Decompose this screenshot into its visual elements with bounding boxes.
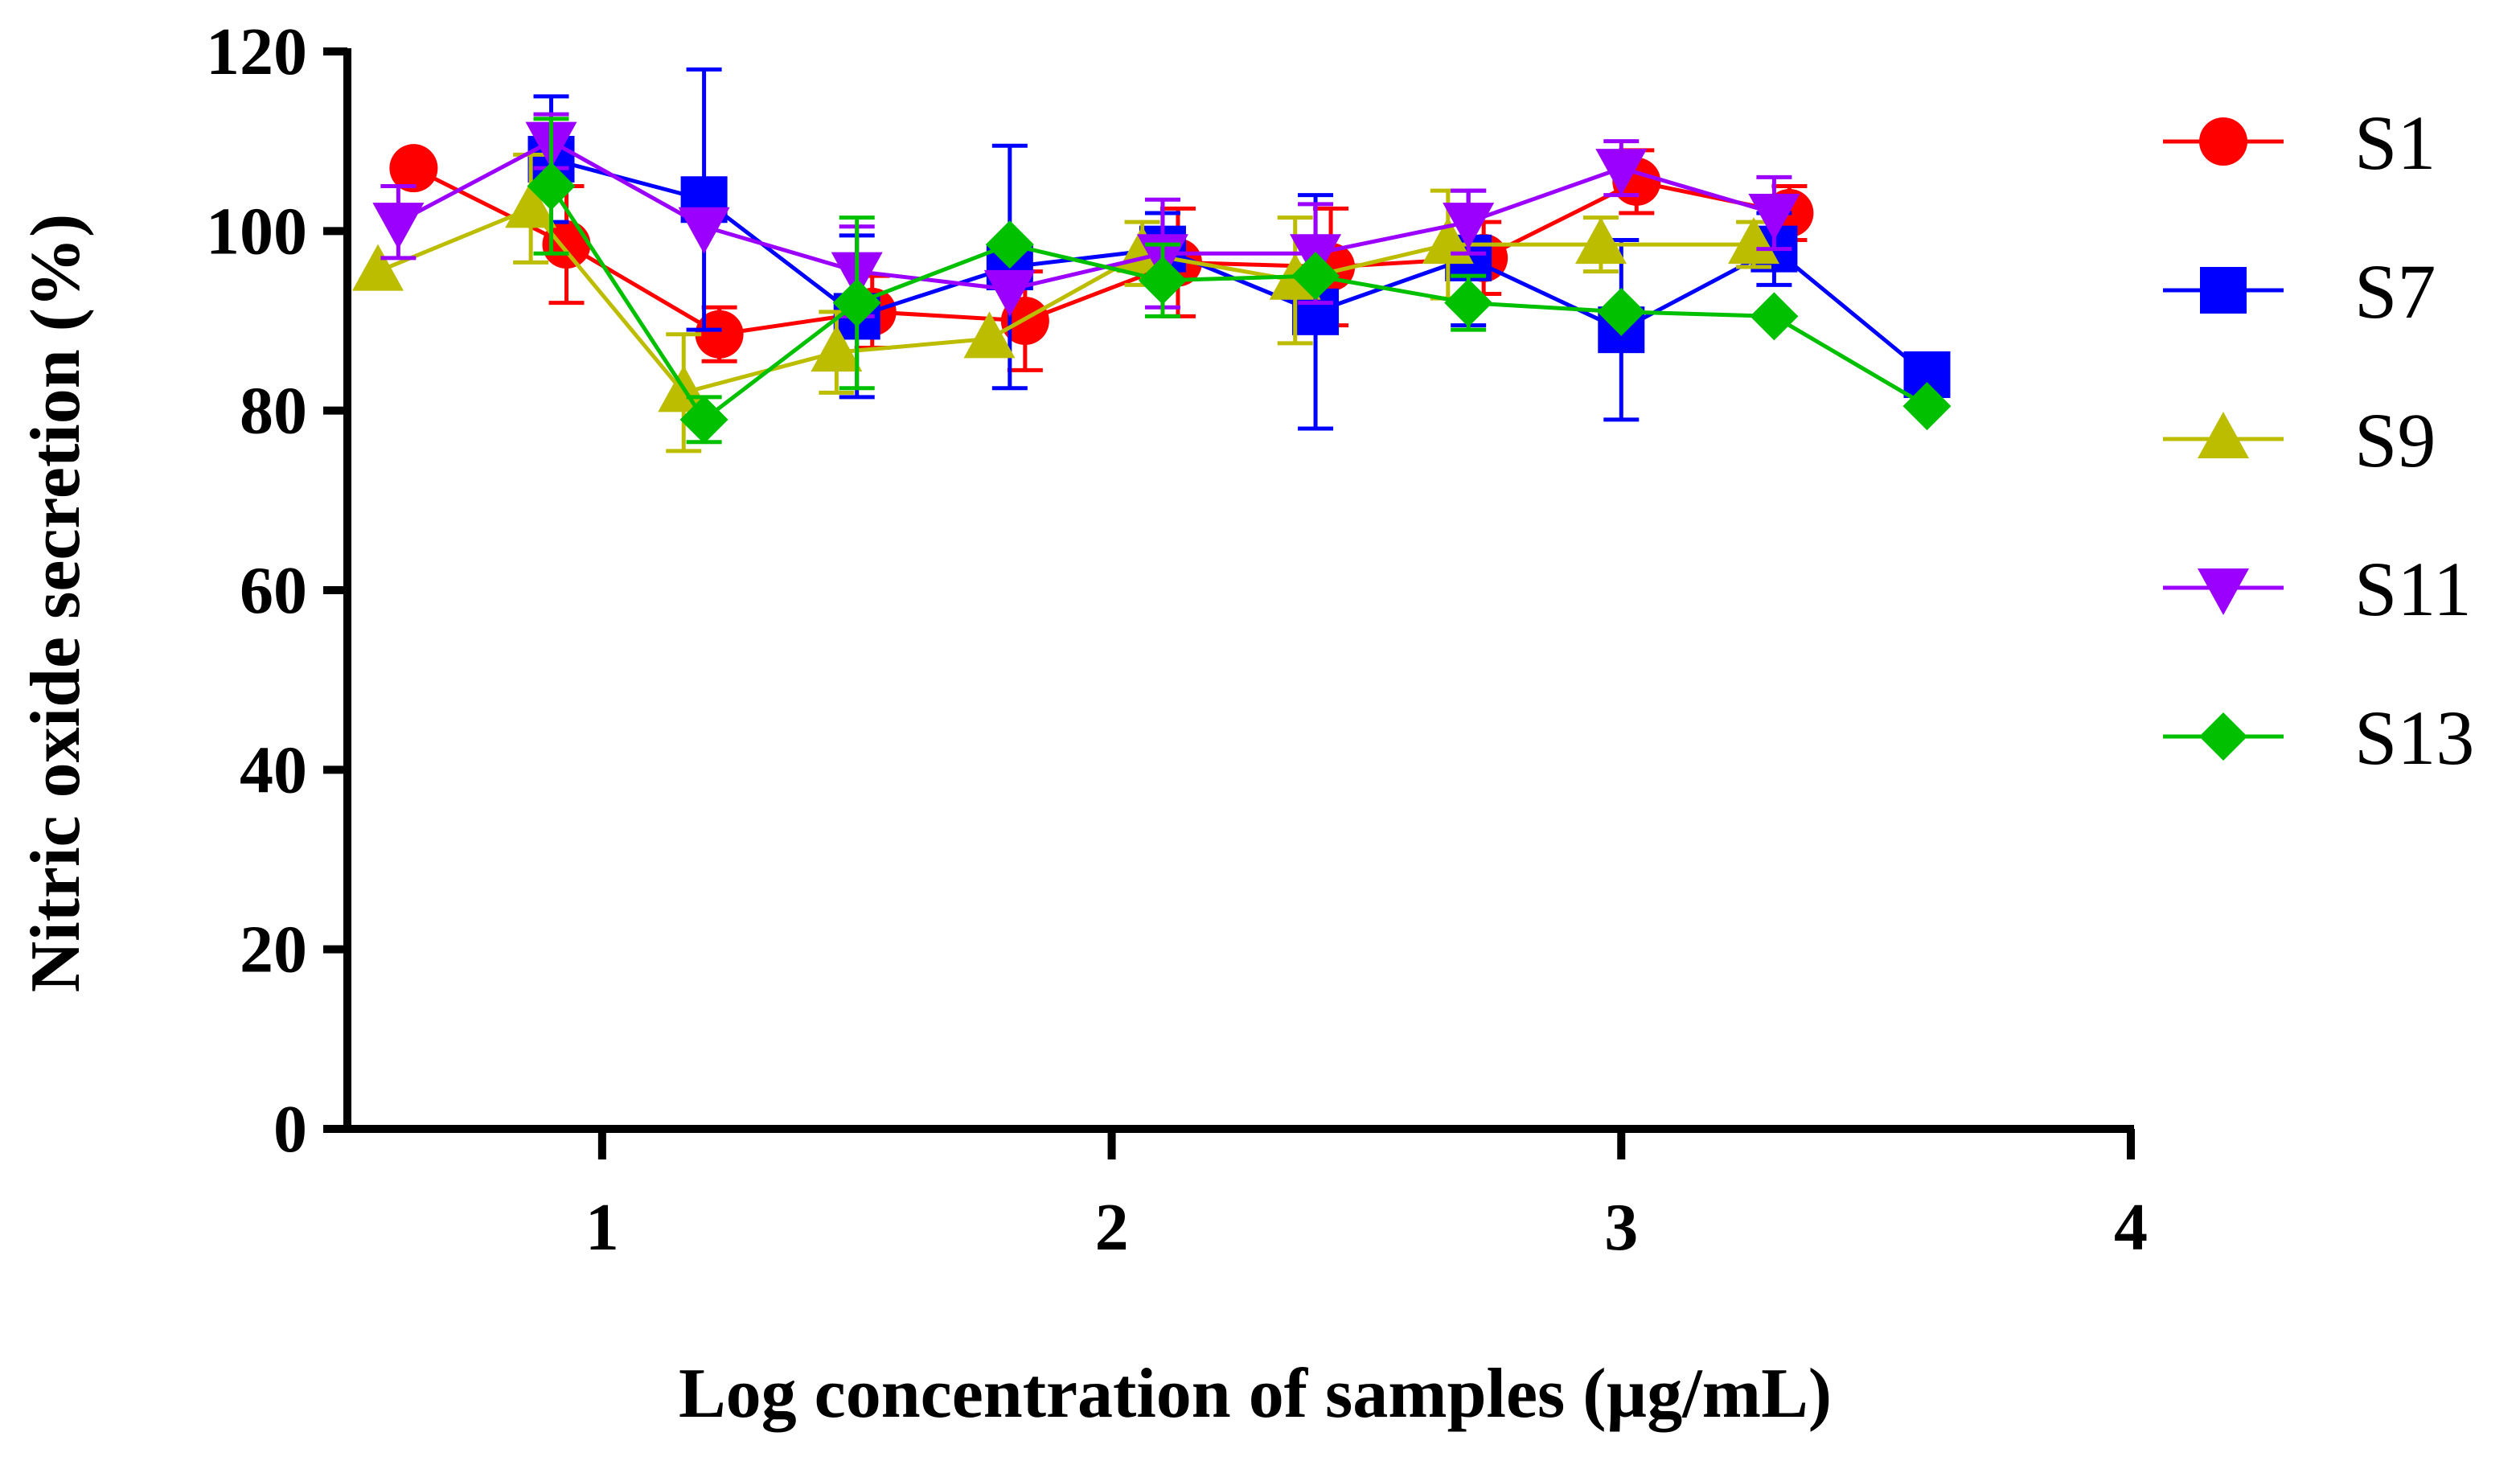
legend-marker — [2200, 267, 2247, 314]
data-point — [1444, 278, 1493, 327]
data-point — [527, 162, 576, 211]
series-line — [550, 157, 1929, 376]
x-axis-title: Log concentration of samples (µg/mL) — [679, 1355, 1832, 1433]
legend-label: S1 — [2354, 100, 2436, 186]
series-line — [549, 185, 1928, 423]
legend-label: S13 — [2354, 695, 2474, 781]
legend-item-s7: S7 — [2163, 248, 2436, 334]
y-tick-label: 0 — [273, 1092, 307, 1167]
legend-marker — [2198, 412, 2249, 458]
x-tick-label: 1 — [585, 1190, 619, 1265]
plot-area — [352, 67, 1952, 453]
data-point — [1595, 149, 1648, 196]
data-point — [832, 278, 881, 327]
data-point — [372, 203, 425, 250]
legend-label: S9 — [2354, 397, 2436, 483]
series-line — [412, 166, 1790, 337]
data-point — [983, 269, 1036, 317]
data-point — [1138, 256, 1187, 305]
data-point — [352, 244, 404, 291]
legend-item-s13: S13 — [2163, 695, 2474, 781]
legend-marker — [2199, 117, 2247, 166]
data-point — [985, 220, 1034, 269]
y-tick-label: 120 — [206, 14, 307, 89]
data-point — [389, 144, 438, 193]
x-tick-label: 3 — [1604, 1190, 1638, 1265]
data-point — [1443, 203, 1495, 250]
legend-label: S11 — [2354, 546, 2472, 632]
series-line — [397, 138, 1775, 292]
data-point — [1750, 292, 1799, 341]
y-tick-label: 60 — [240, 553, 307, 628]
y-tick-label: 20 — [240, 913, 307, 987]
y-tick-label: 40 — [240, 732, 307, 807]
y-tick-label: 100 — [206, 194, 307, 269]
data-point — [811, 325, 863, 372]
x-tick-label: 2 — [1095, 1190, 1129, 1265]
legend-item-s11: S11 — [2163, 546, 2472, 632]
data-point — [678, 207, 730, 254]
axes: 0 20 40 60 80 100 120 1 2 3 4 Log concentration of … — [17, 14, 2148, 1433]
legend-marker — [2198, 568, 2249, 615]
x-tick-label: 4 — [2114, 1190, 2148, 1265]
data-point — [542, 220, 591, 269]
legend: S1 S7 S9 S11 S13 — [2163, 100, 2474, 781]
legend-item-s1: S1 — [2163, 100, 2436, 186]
data-point — [1728, 217, 1780, 265]
data-point — [1902, 382, 1952, 431]
data-point — [1748, 194, 1800, 240]
series-line — [377, 206, 1755, 396]
data-point — [1574, 217, 1627, 265]
legend-marker — [2199, 712, 2247, 761]
data-point — [1597, 287, 1646, 336]
legend-item-s9: S9 — [2163, 397, 2436, 483]
data-point — [1291, 252, 1340, 301]
data-point — [505, 181, 557, 228]
series-s13 — [527, 117, 1952, 445]
data-point — [679, 395, 729, 444]
y-tick-label: 80 — [240, 374, 307, 449]
y-axis-title: Nitric oxide secretion (%) — [17, 214, 95, 993]
legend-label: S7 — [2354, 248, 2436, 334]
data-point — [695, 310, 744, 359]
data-point — [963, 311, 1016, 359]
